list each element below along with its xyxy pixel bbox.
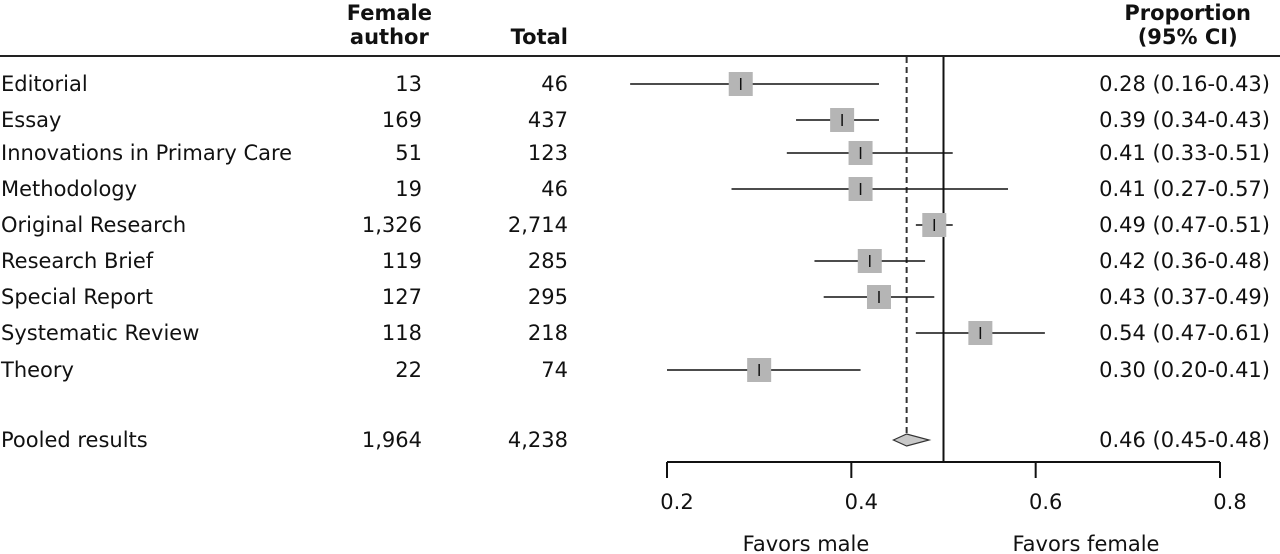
proportion-header-line-2: (95% CI) <box>1137 25 1238 49</box>
row-proportion-ci: 0.30 (0.20-0.41) <box>1099 358 1270 382</box>
row-label: Theory <box>1 358 74 382</box>
proportion-header: Proportion (95% CI) <box>1124 1 1251 49</box>
row-female-count: 119 <box>381 249 422 273</box>
row-label: Innovations in Primary Care <box>1 141 293 165</box>
row-total-count: 46 <box>541 72 568 96</box>
row-label: Research Brief <box>1 249 154 273</box>
row-total-count: 285 <box>527 249 568 273</box>
row-total-count: 295 <box>527 285 568 309</box>
x-tick-label: 0.2 <box>660 490 693 514</box>
row-proportion-ci: 0.42 (0.36-0.48) <box>1099 249 1270 273</box>
row-female-count: 169 <box>381 108 422 132</box>
row-proportion-ci: 0.54 (0.47-0.61) <box>1099 321 1270 345</box>
x-tick-label: 0.4 <box>845 490 878 514</box>
x-tick-label: 0.6 <box>1029 490 1062 514</box>
row-total-count: 2,714 <box>507 213 568 237</box>
row-label: Original Research <box>1 213 187 237</box>
row-proportion-ci: 0.41 (0.33-0.51) <box>1099 141 1270 165</box>
row-female-count: 1,326 <box>361 213 422 237</box>
row-female-count: 118 <box>381 321 422 345</box>
row-label: Special Report <box>1 285 153 309</box>
total-header: Total <box>510 25 568 49</box>
pooled-female-count: 1,964 <box>361 428 422 452</box>
pooled-label: Pooled results <box>1 428 148 452</box>
row-female-count: 127 <box>381 285 422 309</box>
row-female-count: 51 <box>395 141 422 165</box>
row-proportion-ci: 0.49 (0.47-0.51) <box>1099 213 1270 237</box>
row-proportion-ci: 0.39 (0.34-0.43) <box>1099 108 1270 132</box>
pooled-total-count: 4,238 <box>507 428 568 452</box>
row-label: Essay <box>1 108 62 132</box>
female-author-header: Female author <box>347 1 432 49</box>
x-tick-label: 0.8 <box>1213 490 1246 514</box>
row-total-count: 74 <box>541 358 568 382</box>
row-total-count: 123 <box>527 141 568 165</box>
female-header-line-2: author <box>349 25 429 49</box>
row-label: Methodology <box>1 177 138 201</box>
pooled-proportion-ci: 0.46 (0.45-0.48) <box>1099 428 1270 452</box>
favors-male-label: Favors male <box>743 532 870 554</box>
row-label: Systematic Review <box>1 321 200 345</box>
row-proportion-ci: 0.43 (0.37-0.49) <box>1099 285 1270 309</box>
row-female-count: 13 <box>395 72 422 96</box>
row-total-count: 218 <box>527 321 568 345</box>
header-rule <box>0 55 1280 57</box>
proportion-header-line-1: Proportion <box>1124 1 1251 25</box>
row-label: Editorial <box>1 72 88 96</box>
row-proportion-ci: 0.28 (0.16-0.43) <box>1099 72 1270 96</box>
row-total-count: 46 <box>541 177 568 201</box>
row-female-count: 19 <box>395 177 422 201</box>
row-total-count: 437 <box>527 108 568 132</box>
row-female-count: 22 <box>395 358 422 382</box>
row-proportion-ci: 0.41 (0.27-0.57) <box>1099 177 1270 201</box>
female-header-line-1: Female <box>346 1 432 25</box>
pooled-diamond <box>891 433 932 447</box>
favors-female-label: Favors female <box>1013 532 1160 554</box>
